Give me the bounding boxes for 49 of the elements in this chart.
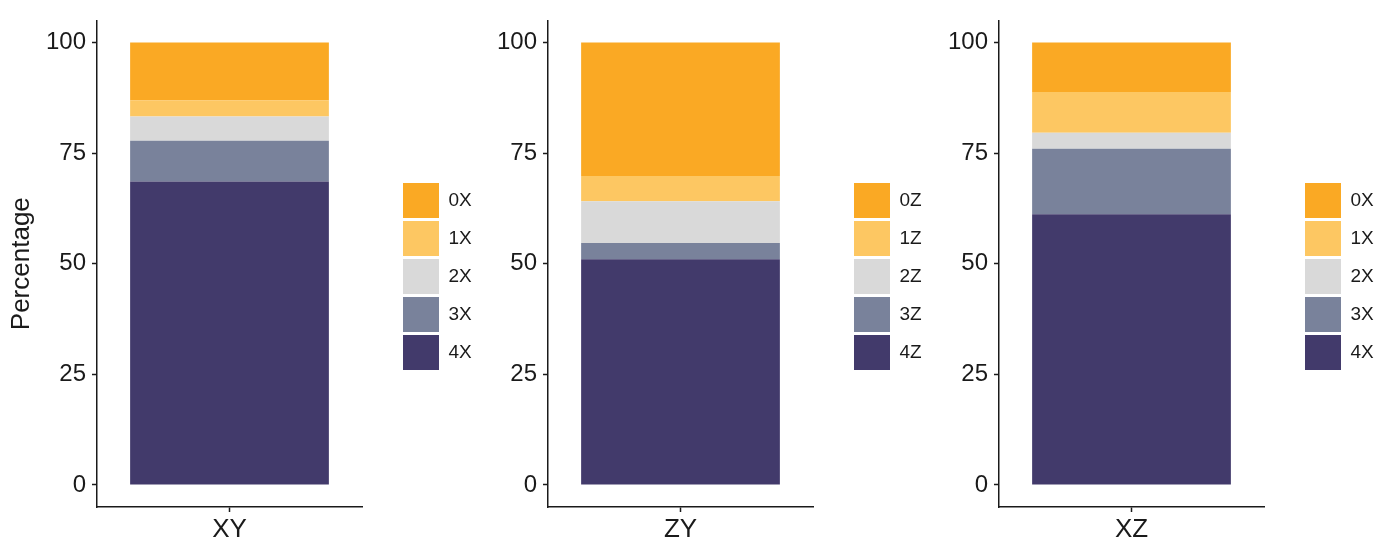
bar xyxy=(581,201,780,243)
legend-label: 2X xyxy=(448,264,473,286)
legend-label: 3Z xyxy=(899,302,923,324)
x-tick-label: XZ xyxy=(1114,512,1149,543)
legend-label: 2X xyxy=(1350,264,1375,286)
bar xyxy=(1032,42,1231,93)
legend-label: 1Z xyxy=(899,226,923,248)
y-tick-label: 25 xyxy=(510,358,537,386)
legend-label: 3X xyxy=(448,302,473,324)
y-tick-label: 75 xyxy=(510,137,537,165)
bar xyxy=(130,140,329,182)
y-tick-label: 0 xyxy=(523,469,537,497)
y-tick-label: 0 xyxy=(974,469,988,497)
y-tick-label: 100 xyxy=(45,27,86,55)
bar xyxy=(130,100,329,117)
bar xyxy=(581,259,780,485)
legend-label: 3X xyxy=(1350,302,1375,324)
y-tick-label: 25 xyxy=(59,358,86,386)
bar xyxy=(1032,148,1231,215)
x-tick-label: XY xyxy=(212,512,247,543)
y-tick-label: 100 xyxy=(947,27,988,55)
bar xyxy=(581,176,780,202)
bar xyxy=(130,116,329,141)
legend-label: 0X xyxy=(1350,188,1375,210)
legend-label: 4Z xyxy=(899,340,923,362)
legend-label: 0Z xyxy=(899,188,923,210)
bar xyxy=(1032,214,1231,485)
bar xyxy=(1032,92,1231,133)
legend-label: 1X xyxy=(448,226,473,248)
legend-label: 4X xyxy=(448,340,473,362)
bar xyxy=(581,42,780,177)
legend-label: 4X xyxy=(1350,340,1375,362)
y-tick-label: 75 xyxy=(961,137,988,165)
y-tick-label: 50 xyxy=(59,248,86,276)
y-tick-label: 75 xyxy=(59,137,86,165)
legend-label: 0X xyxy=(448,188,473,210)
legend-label: 2Z xyxy=(899,264,923,286)
y-tick-label: 50 xyxy=(510,248,537,276)
y-tick-label: 25 xyxy=(961,358,988,386)
y-tick-label: 50 xyxy=(961,248,988,276)
y-tick-label: 100 xyxy=(496,27,537,55)
legend-label: 1X xyxy=(1350,226,1375,248)
x-tick-label: ZY xyxy=(663,512,698,543)
y-axis-title: Percentage xyxy=(4,197,35,331)
bar xyxy=(130,42,329,101)
bar xyxy=(581,242,780,260)
bar xyxy=(1032,132,1231,149)
bar xyxy=(130,181,329,485)
y-tick-label: 0 xyxy=(72,469,86,497)
